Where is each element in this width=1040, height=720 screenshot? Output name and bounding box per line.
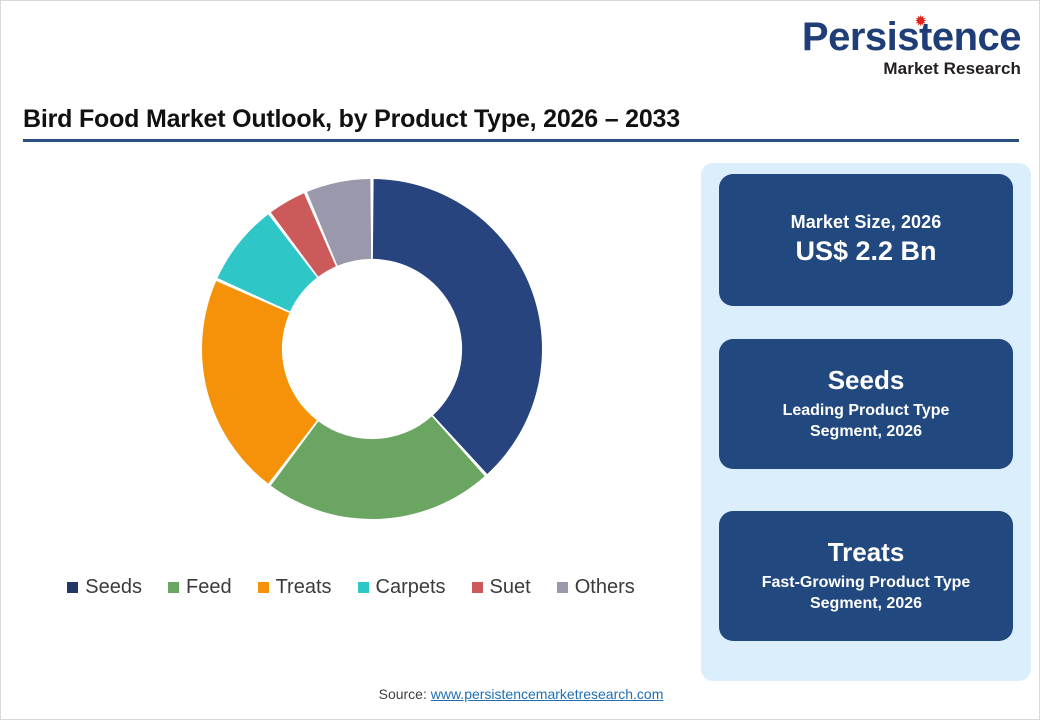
highlights-panel: Market Size, 2026 US$ 2.2 Bn Seeds Leadi…: [701, 163, 1031, 681]
market-size-label: Market Size, 2026: [790, 211, 942, 232]
legend-swatch-icon: [357, 582, 369, 593]
brand-tagline: Market Research: [883, 59, 1021, 78]
legend-label: Others: [574, 576, 635, 598]
donut-slice-suet[interactable]: [270, 193, 336, 277]
leading-segment-card[interactable]: Seeds Leading Product Type Segment, 2026: [719, 339, 1013, 469]
legend-label: Treats: [275, 576, 332, 598]
donut-slice-treats[interactable]: [201, 281, 317, 484]
donut-slice-carpets[interactable]: [217, 214, 317, 312]
source-label: Source:: [378, 686, 431, 702]
fast-growing-segment-card[interactable]: Treats Fast-Growing Product Type Segment…: [719, 511, 1013, 641]
legend-label: Feed: [185, 576, 232, 598]
legend-item-treats[interactable]: Treats: [257, 576, 332, 599]
donut-slice-feed[interactable]: [270, 416, 485, 519]
legend-label: Carpets: [375, 576, 446, 598]
leading-segment-desc-line1: Leading Product Type: [782, 401, 950, 419]
legend-item-carpets[interactable]: Carpets: [357, 576, 446, 599]
legend-swatch-icon: [167, 582, 179, 593]
legend-swatch-icon: [556, 582, 568, 593]
market-size-value: US$ 2.2 Bn: [795, 236, 937, 267]
fast-growing-segment-name: Treats: [827, 537, 905, 568]
legend-swatch-icon: [67, 582, 79, 593]
legend-item-feed[interactable]: Feed: [167, 576, 232, 599]
fast-growing-segment-desc-line1: Fast-Growing Product Type: [761, 573, 971, 591]
donut-chart: [21, 161, 681, 621]
fast-growing-segment-desc-line2: Segment, 2026: [809, 595, 923, 613]
leading-segment-name: Seeds: [827, 365, 905, 396]
brand-name: Persistence: [801, 15, 1022, 59]
donut-chart-svg: [201, 179, 542, 519]
legend-label: Seeds: [85, 576, 142, 598]
legend-item-seeds[interactable]: Seeds: [67, 576, 142, 599]
title-underline: [23, 139, 1019, 142]
source-footer: Source: www.persistencemarketresearch.co…: [1, 686, 1040, 702]
market-size-card[interactable]: Market Size, 2026 US$ 2.2 Bn: [719, 174, 1013, 306]
brand-star-icon: ✹: [914, 13, 927, 30]
legend-label: Suet: [489, 576, 531, 598]
donut-slice-seeds[interactable]: [372, 179, 542, 474]
source-link[interactable]: www.persistencemarketresearch.com: [430, 686, 664, 702]
legend-item-others[interactable]: Others: [556, 576, 635, 599]
legend-swatch-icon: [257, 582, 269, 593]
chart-legend: Seeds Feed Treats Carpets Suet Others: [21, 576, 681, 599]
leading-segment-desc-line2: Segment, 2026: [809, 423, 923, 441]
donut-slice-others[interactable]: [306, 179, 372, 266]
legend-item-suet[interactable]: Suet: [471, 576, 531, 599]
page-title: Bird Food Market Outlook, by Product Typ…: [23, 105, 680, 133]
legend-swatch-icon: [471, 582, 483, 593]
brand-logo: Persistence ✹ Market Research: [801, 13, 1022, 78]
page-title-block: Bird Food Market Outlook, by Product Typ…: [23, 105, 1019, 142]
